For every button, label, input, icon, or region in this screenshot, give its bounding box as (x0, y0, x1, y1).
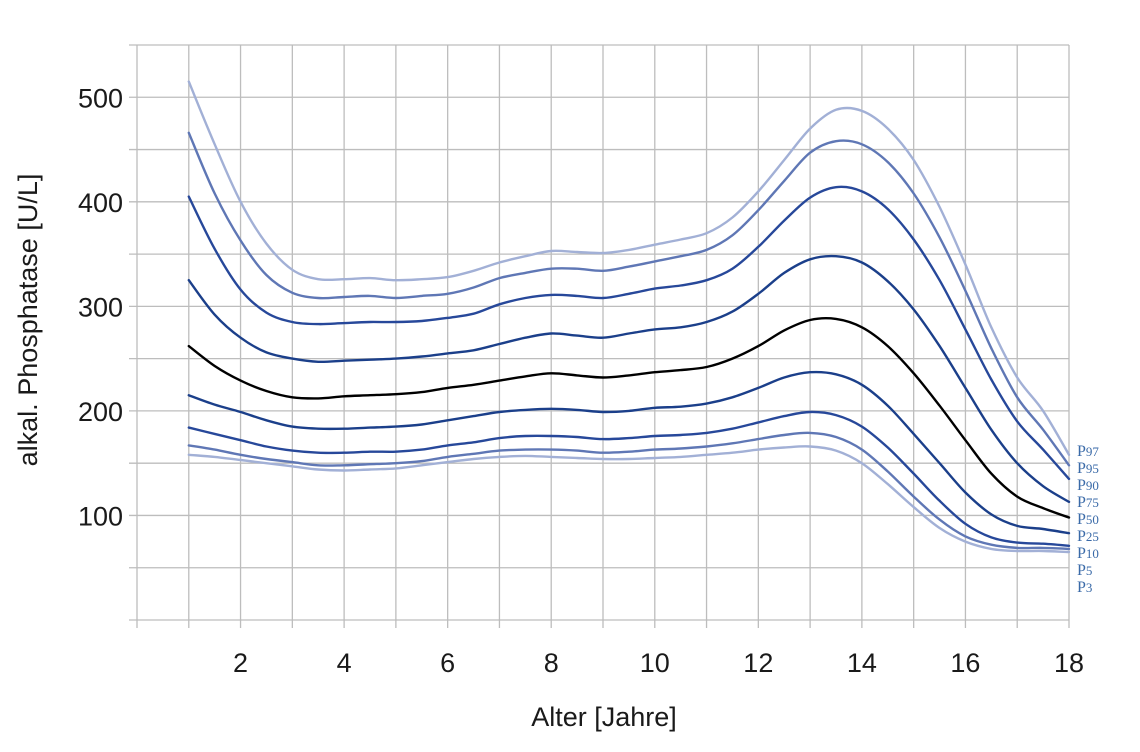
series-line-p97 (187, 80, 1071, 456)
grid (129, 44, 1070, 628)
series-line-p95 (187, 131, 1071, 467)
series-label-p50: P50 (1077, 511, 1099, 528)
y-tick-label: 100 (78, 501, 123, 531)
x-tick-label: 8 (544, 648, 559, 678)
x-tick-label: 2 (233, 648, 248, 678)
y-tick-label: 200 (78, 397, 123, 427)
x-tick-label: 14 (847, 648, 877, 678)
y-tick-label: 400 (78, 188, 123, 218)
series-label-p90: P90 (1077, 477, 1099, 494)
series-label-p25: P25 (1077, 528, 1099, 545)
x-tick-label: 10 (640, 648, 670, 678)
y-tick-label: 300 (78, 292, 123, 322)
series-label-p75: P75 (1077, 494, 1099, 511)
series-line-p25 (187, 370, 1071, 535)
series-line-p50 (187, 316, 1071, 519)
series-label-p97: P97 (1077, 443, 1099, 460)
series-label-p5: P5 (1077, 562, 1092, 579)
tick-labels: 2 4 6 8 10 12 14 16 18 100 200 300 400 500 (78, 83, 1084, 678)
x-tick-label: 18 (1054, 648, 1084, 678)
series-label-p95: P95 (1077, 460, 1099, 477)
x-tick-label: 16 (950, 648, 980, 678)
x-tick-label: 4 (337, 648, 352, 678)
series-line-p75 (187, 254, 1071, 504)
series-line-p5 (187, 431, 1071, 551)
series-line-p10 (187, 410, 1071, 547)
series-label-p3: P3 (1077, 579, 1092, 596)
series-label-p10: P10 (1077, 545, 1099, 562)
x-axis-title: Alter [Jahre] (531, 702, 677, 732)
y-tick-label: 500 (78, 83, 123, 113)
series-line-p90 (187, 185, 1071, 481)
x-tick-label: 12 (743, 648, 773, 678)
x-tick-label: 6 (440, 648, 455, 678)
series-layer (187, 80, 1071, 554)
y-axis-title: alkal. Phosphatase [U/L] (13, 174, 43, 467)
series-line-p3 (187, 445, 1071, 554)
